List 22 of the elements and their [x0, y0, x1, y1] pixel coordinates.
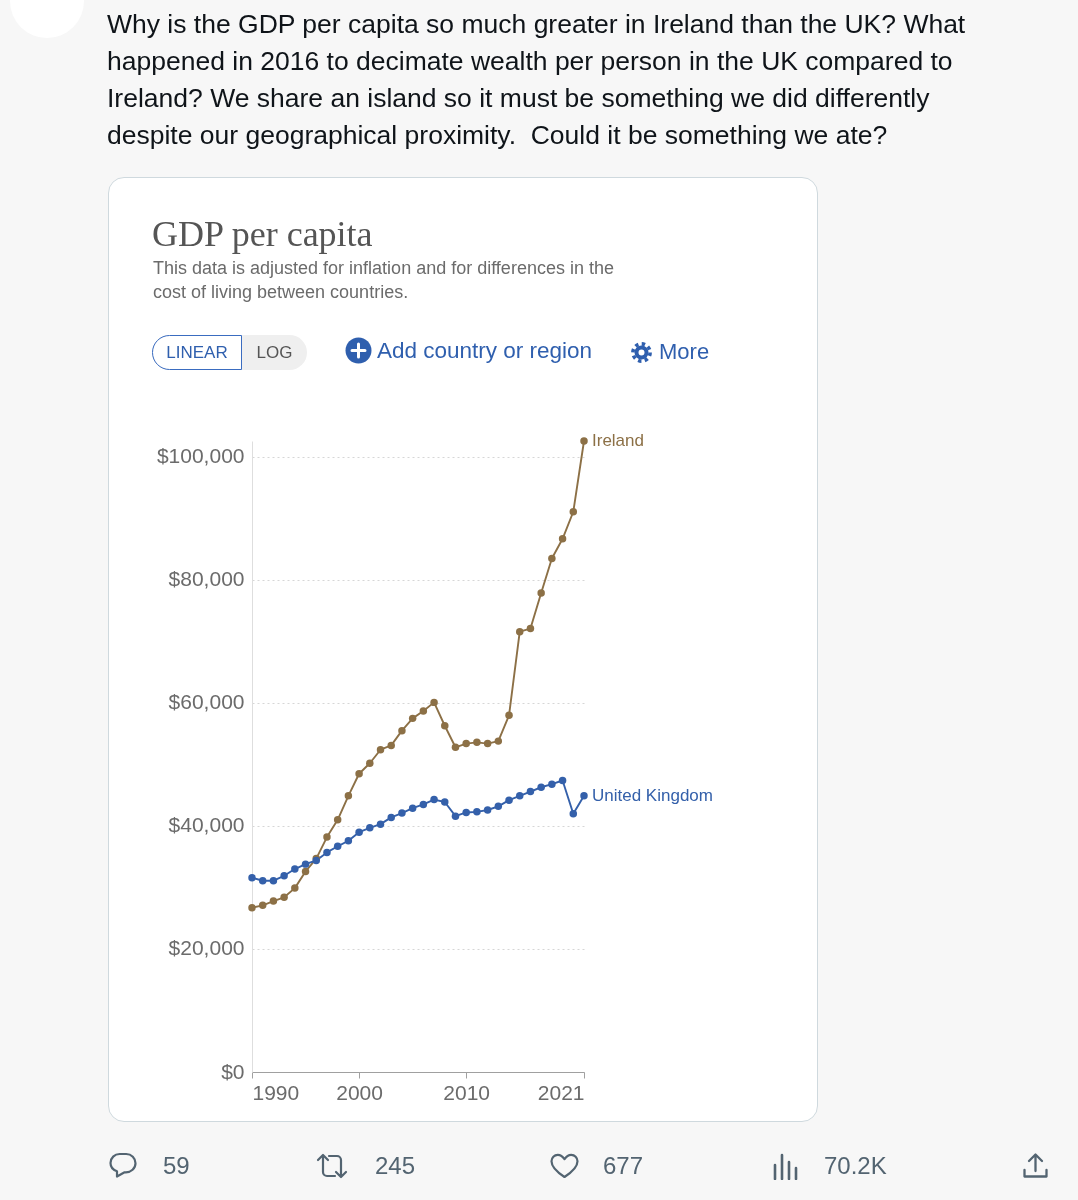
x-tick-label: 2021 — [537, 1080, 585, 1104]
chart-subtitle: This data is adjusted for inflation and for differences in the cost of living between countries. — [153, 257, 615, 304]
x-tick-label: 2010 — [443, 1080, 491, 1104]
series-label: United Kingdom — [592, 785, 713, 805]
y-tick-label: $100,000 — [156, 444, 245, 468]
y-tick-label: $40,000 — [168, 813, 245, 837]
text: 70.2K — [824, 1152, 887, 1180]
y-tick-label: $0 — [221, 1059, 245, 1083]
text: More — [659, 339, 710, 365]
y-tick-label: $80,000 — [168, 567, 245, 591]
text: Why is the GDP per capita so much greater in Ireland than the UK? What happened in 2016 to decimate wealth per person in the UK compared to Ireland? We share an island so it must be something we did differently despite our geographical proximity. Could it be something we ate? — [107, 8, 967, 152]
y-tick-label: $60,000 — [168, 690, 245, 714]
text: Add country or region — [377, 337, 593, 364]
y-tick-label: $20,000 — [168, 936, 245, 960]
text: 677 — [603, 1152, 644, 1180]
x-tick-label: 1990 — [252, 1080, 300, 1104]
text: 245 — [375, 1152, 416, 1180]
text: 59 — [163, 1152, 190, 1180]
chart-title: GDP per capita — [152, 213, 373, 255]
series-label: Ireland — [592, 431, 644, 450]
toggle-switch: LINEAR LOG — [152, 335, 307, 370]
x-tick-label: 2000 — [336, 1080, 383, 1104]
